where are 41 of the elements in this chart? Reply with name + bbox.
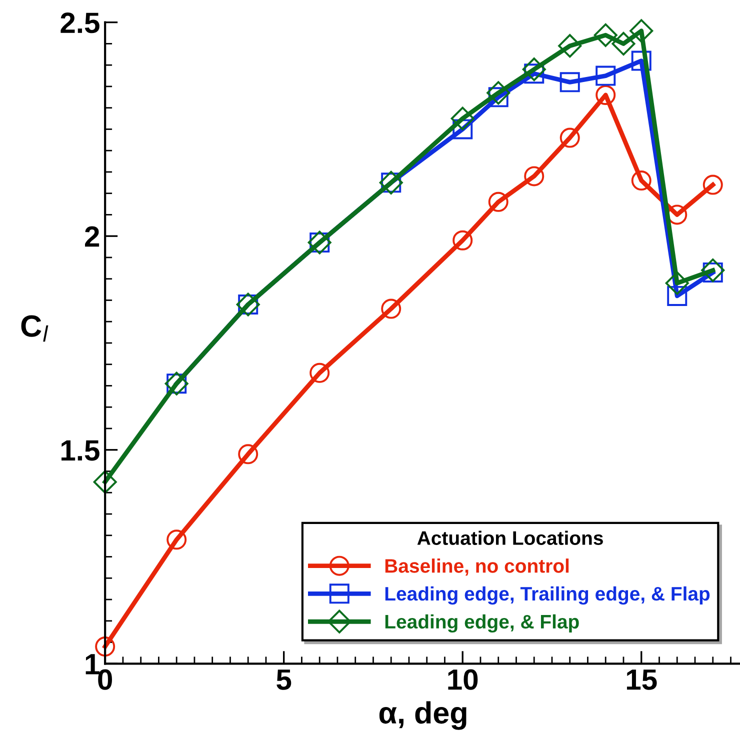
x-tick-label: 0 bbox=[98, 669, 112, 690]
point bbox=[238, 444, 258, 464]
legend-title: Actuation Locations bbox=[417, 530, 603, 545]
point bbox=[631, 170, 652, 191]
point bbox=[524, 166, 544, 186]
y-axis-title: C$_{l}$ bbox=[21, 315, 48, 342]
point bbox=[558, 34, 582, 58]
legend-label: Leading edge, & Flap bbox=[385, 614, 579, 633]
point bbox=[488, 192, 508, 212]
point bbox=[596, 66, 616, 86]
x-axis-title: α, deg bbox=[379, 701, 466, 730]
point bbox=[612, 32, 636, 56]
x-tick-label: 5 bbox=[276, 670, 292, 690]
point bbox=[630, 19, 654, 43]
point bbox=[667, 204, 688, 225]
point bbox=[701, 258, 725, 282]
point bbox=[93, 470, 117, 494]
x-tick-label: 10 bbox=[448, 669, 478, 690]
x-tick-label: 15 bbox=[626, 670, 657, 690]
point bbox=[631, 50, 652, 71]
y-tick-label: 2.5 bbox=[60, 12, 100, 34]
y-tick-label: 1.5 bbox=[62, 440, 100, 461]
point bbox=[166, 530, 187, 550]
y-tick-label: 2 bbox=[85, 226, 100, 247]
point bbox=[560, 72, 580, 92]
point bbox=[594, 23, 618, 47]
point bbox=[381, 298, 402, 319]
point bbox=[560, 128, 580, 148]
point bbox=[452, 119, 473, 140]
legend-label: Leading edge, Trailing edge, & Flap bbox=[385, 586, 710, 605]
point bbox=[702, 174, 723, 195]
point bbox=[486, 81, 510, 105]
point bbox=[667, 286, 688, 306]
point bbox=[450, 106, 474, 130]
legend-label: Baseline, no control bbox=[385, 558, 569, 576]
point bbox=[452, 230, 473, 250]
y-tick-label: 1 bbox=[86, 654, 100, 674]
point bbox=[310, 362, 330, 383]
point bbox=[596, 85, 616, 106]
point bbox=[522, 58, 546, 82]
point bbox=[665, 271, 689, 295]
